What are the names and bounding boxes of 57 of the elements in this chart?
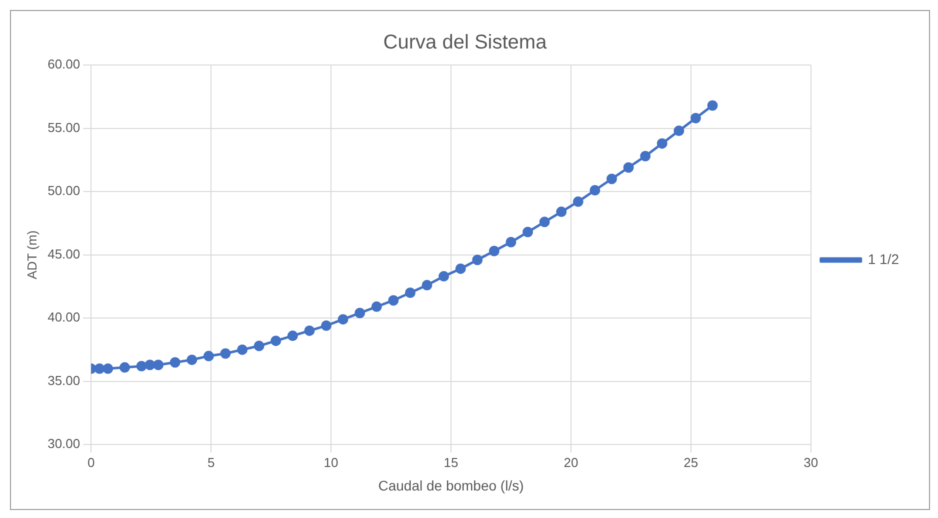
- point: [338, 314, 348, 325]
- point: [422, 280, 432, 290]
- point: [488, 246, 500, 256]
- point: [506, 236, 516, 248]
- point: [153, 360, 164, 370]
- y-tick-label: 45.00: [48, 246, 80, 262]
- point: [572, 196, 584, 207]
- point: [690, 112, 701, 124]
- point: [522, 226, 534, 238]
- point: [119, 362, 130, 373]
- point: [606, 174, 617, 184]
- point: [220, 348, 231, 359]
- point: [144, 360, 156, 370]
- x-tick-label: 5: [207, 454, 215, 470]
- point: [674, 126, 684, 136]
- y-tick-label: 50.00: [48, 183, 80, 198]
- point: [203, 350, 214, 362]
- point: [438, 271, 450, 282]
- x-tick-label: 10: [324, 454, 338, 470]
- y-tick-label: 60.00: [48, 56, 80, 72]
- y-tick-label: 35.00: [48, 372, 80, 388]
- point: [102, 363, 114, 374]
- y-tick-label: 55.00: [48, 120, 80, 135]
- point: [371, 301, 382, 312]
- chart-title: Curva del Sistema: [383, 32, 548, 54]
- y-tick-label: 40.00: [48, 310, 80, 325]
- x-tick-label: 30: [804, 454, 818, 470]
- point: [656, 138, 668, 149]
- x-axis-title: Caudal de bombeo (l/s): [378, 477, 524, 494]
- point: [640, 150, 651, 162]
- point: [539, 216, 550, 228]
- point: [304, 325, 315, 336]
- point: [707, 100, 718, 111]
- y-axis-title: ADT (m): [24, 230, 40, 280]
- point: [354, 308, 366, 318]
- point: [136, 360, 147, 372]
- point: [237, 344, 248, 355]
- point: [388, 295, 399, 306]
- point: [590, 185, 600, 196]
- point: [455, 263, 466, 274]
- point: [254, 340, 264, 352]
- x-tick-label: 20: [564, 454, 578, 470]
- point: [404, 288, 416, 298]
- x-tick-label: 0: [88, 454, 95, 470]
- point: [186, 354, 198, 366]
- x-tick-label: 25: [684, 454, 698, 470]
- point: [320, 320, 332, 331]
- legend-label: 1 1/2: [868, 250, 900, 267]
- point: [170, 357, 180, 368]
- point: [556, 206, 567, 218]
- y-tick-label: 30.00: [48, 436, 80, 452]
- point: [270, 336, 282, 346]
- x-tick-label: 15: [444, 454, 458, 470]
- point: [287, 330, 298, 342]
- point: [623, 162, 634, 173]
- point: [472, 254, 483, 266]
- point: [94, 363, 105, 374]
